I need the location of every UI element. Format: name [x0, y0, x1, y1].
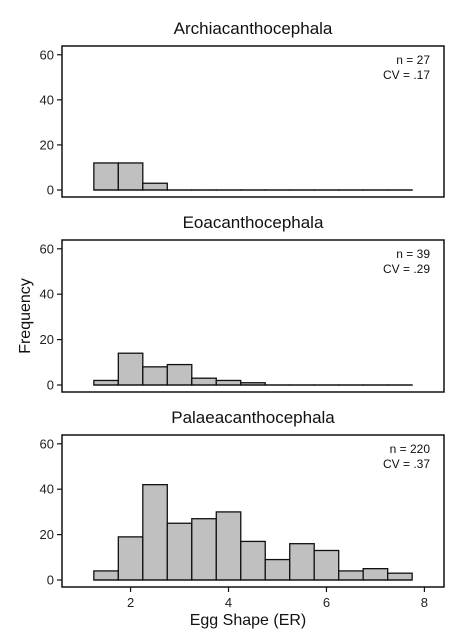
stat-annotation: CV = .37: [383, 457, 430, 471]
stat-annotation: CV = .29: [383, 262, 430, 276]
histogram-bar: [117, 162, 144, 191]
x-tick-label: 6: [323, 595, 330, 610]
histogram-bar: [93, 570, 119, 581]
stat-annotation: CV = .17: [383, 68, 430, 82]
histogram-bar: [191, 377, 217, 386]
plot-frame: [61, 239, 445, 393]
histogram-bar: [362, 568, 389, 581]
x-tick-label: 8: [421, 595, 428, 610]
histogram-bar: [142, 366, 168, 386]
histogram-bar: [240, 540, 266, 581]
panel-title: Eoacanthocephala: [183, 213, 324, 232]
y-tick-label: 40: [40, 287, 54, 302]
stat-annotation: n = 220: [390, 442, 431, 456]
histogram-bar: [387, 572, 413, 581]
histogram-bar: [142, 182, 168, 191]
x-tick-label: 4: [225, 595, 232, 610]
histogram-bar: [93, 379, 119, 386]
y-tick-label: 60: [40, 436, 54, 451]
histogram-bar: [117, 536, 144, 581]
x-tick-label: 2: [127, 595, 134, 610]
plot-frame: [61, 45, 445, 198]
histogram-bar: [215, 511, 242, 581]
y-tick-label: 0: [47, 183, 54, 198]
y-tick-label: 20: [40, 137, 54, 152]
histogram-bar: [338, 570, 364, 581]
y-tick-label: 60: [40, 47, 54, 62]
y-tick-label: 20: [40, 332, 54, 347]
y-axis-label: Frequency: [17, 278, 34, 354]
panel-title: Archiacanthocephala: [174, 19, 333, 38]
histogram-bar: [313, 549, 340, 581]
histogram-bar: [289, 543, 315, 581]
stat-annotation: n = 39: [396, 247, 430, 261]
plot-frame: [61, 434, 445, 588]
histogram-bar: [117, 352, 144, 386]
panel-title: Palaeacanthocephala: [171, 408, 335, 427]
histogram-bar: [264, 558, 291, 581]
y-tick-label: 0: [47, 378, 54, 393]
y-tick-label: 0: [47, 573, 54, 588]
stat-annotation: n = 27: [396, 53, 430, 67]
y-tick-label: 40: [40, 482, 54, 497]
histogram-bar: [166, 522, 193, 581]
y-tick-label: 20: [40, 527, 54, 542]
histogram-bar: [191, 518, 217, 581]
histogram-bar: [166, 363, 193, 386]
histogram-bar: [142, 484, 168, 581]
y-tick-label: 40: [40, 92, 54, 107]
y-tick-label: 60: [40, 241, 54, 256]
histogram-bar: [93, 162, 119, 191]
x-axis-label: Egg Shape (ER): [190, 612, 307, 629]
histogram-bar: [215, 379, 242, 386]
